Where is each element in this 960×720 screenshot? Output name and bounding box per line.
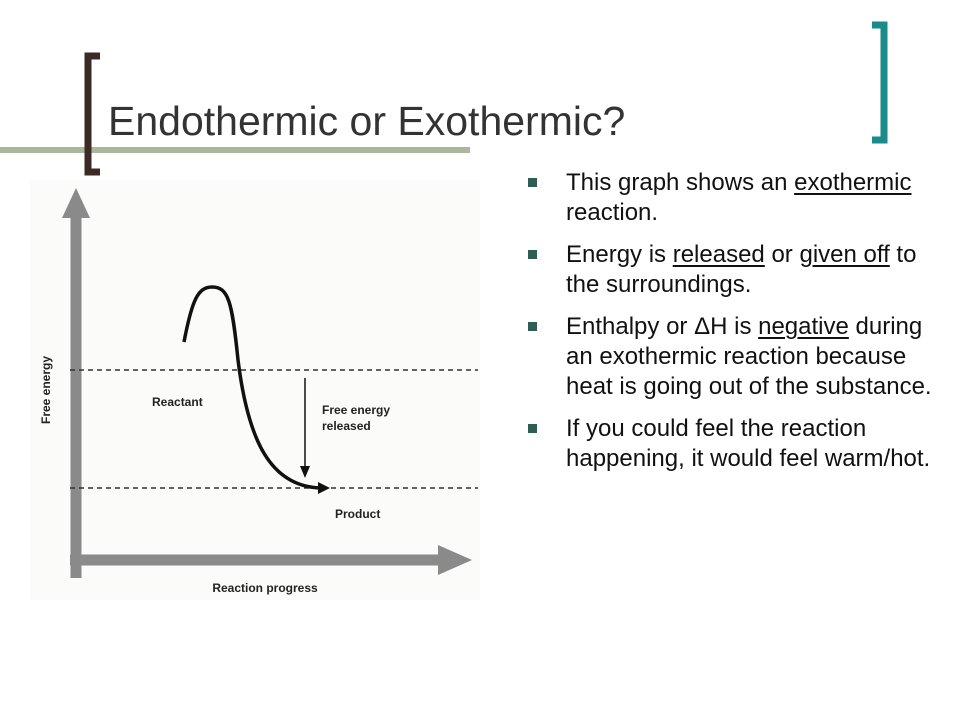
- product-label: Product: [335, 507, 380, 521]
- bullet-text: to the surroundings.: [566, 241, 917, 298]
- release-arrowhead: [300, 466, 310, 478]
- bullet-text: Energy is: [566, 241, 673, 268]
- title-rule: [0, 147, 470, 153]
- left-bracket: [84, 52, 100, 176]
- underlined-text: negative: [758, 313, 849, 340]
- graph-background: [30, 180, 480, 600]
- bullet-text: during an exothermic reaction because he…: [566, 313, 932, 400]
- energy-curve: [182, 285, 321, 490]
- bullet-text: Enthalpy or ΔH is: [566, 313, 759, 340]
- reactant-label: Reactant: [152, 395, 203, 409]
- bullet-text: or: [764, 241, 800, 268]
- bullet: If you could feel the reaction happening…: [528, 414, 953, 474]
- slide-title: Endothermic or Exothermic?: [108, 98, 626, 144]
- bullet: Enthalpy or ΔH is negative during an exo…: [528, 312, 953, 402]
- y-axis-arrowhead: [62, 188, 90, 218]
- y-axis-label: Free energy: [39, 356, 53, 424]
- bullet: Energy is released or given off to the s…: [528, 240, 953, 300]
- arrow-label: Free energy: [322, 403, 390, 417]
- bullet-text: If you could feel the reaction happening…: [566, 415, 931, 472]
- x-axis-arrowhead: [438, 545, 472, 575]
- arrow-label: released: [322, 419, 371, 433]
- underlined-text: exothermic: [794, 169, 912, 196]
- bullet-list: This graph shows an exothermic reaction.…: [528, 168, 953, 486]
- underlined-text: given off: [799, 241, 890, 268]
- bullet-text: reaction.: [566, 199, 659, 226]
- x-axis-label: Reaction progress: [212, 581, 318, 595]
- underlined-text: released: [672, 241, 765, 268]
- right-bracket: [872, 21, 888, 144]
- curve-arrowhead: [318, 482, 330, 494]
- bullet: This graph shows an exothermic reaction.: [528, 168, 953, 228]
- bullet-text: This graph shows an: [566, 169, 795, 196]
